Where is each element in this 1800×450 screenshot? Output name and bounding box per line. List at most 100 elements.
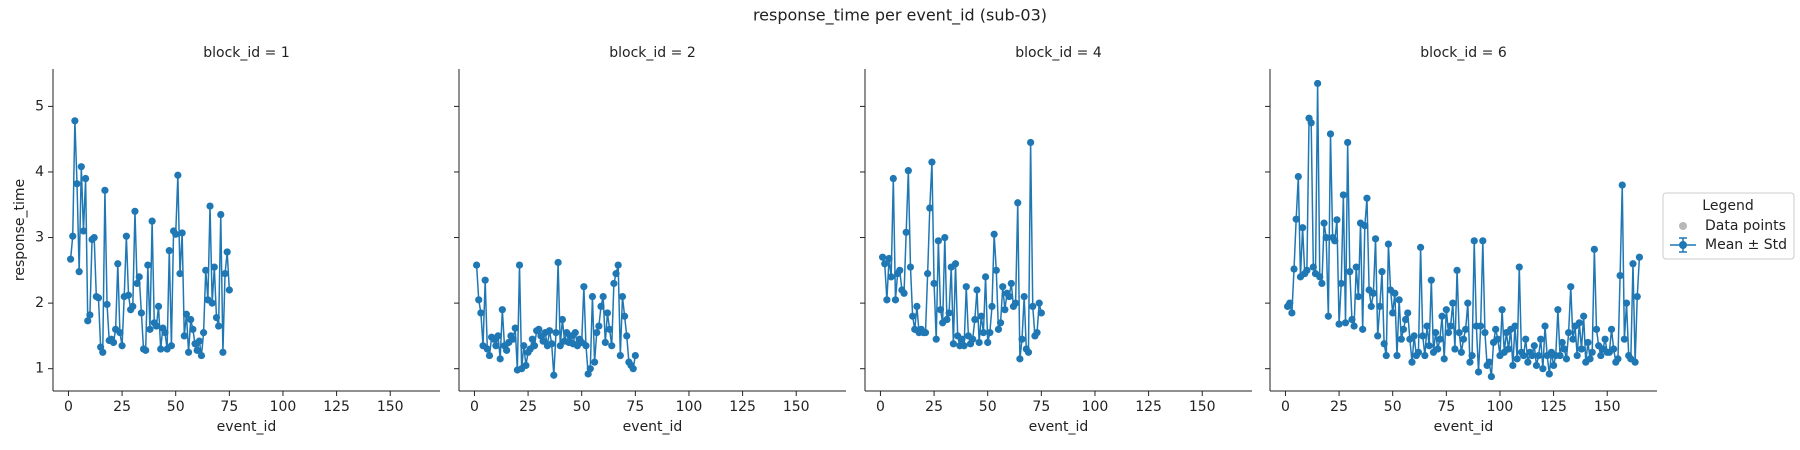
data-point	[1601, 335, 1609, 343]
data-point	[1290, 265, 1298, 273]
data-point	[1035, 299, 1043, 307]
x-tick-label: 125	[729, 399, 756, 415]
data-point	[612, 270, 620, 278]
data-point	[904, 167, 912, 175]
data-point	[1485, 358, 1493, 366]
data-point	[1314, 79, 1322, 88]
data-point	[197, 351, 206, 360]
data-point	[1567, 283, 1575, 291]
data-point	[930, 279, 938, 288]
x-tick-label: 50	[979, 399, 997, 415]
data-point	[99, 348, 107, 356]
x-tick-label: 150	[377, 399, 404, 415]
panel-title: block_id = 1	[203, 45, 289, 61]
data-point	[1629, 260, 1637, 268]
data-point	[1391, 289, 1399, 297]
data-point	[174, 171, 182, 179]
data-point	[182, 310, 191, 318]
data-point	[511, 324, 519, 332]
data-point	[1307, 119, 1315, 127]
data-point	[1421, 351, 1429, 360]
data-point	[1438, 312, 1446, 320]
data-point	[515, 261, 524, 269]
data-point	[599, 292, 607, 301]
data-point	[1494, 335, 1502, 343]
x-tick-label: 150	[1594, 399, 1621, 415]
data-point	[608, 342, 616, 350]
data-point	[1569, 335, 1577, 343]
data-point	[129, 302, 137, 311]
data-point	[154, 302, 163, 311]
data-point	[1556, 351, 1564, 360]
data-point	[1474, 368, 1483, 376]
x-axis-label: event_id	[217, 419, 277, 435]
y-tick-label: 1	[35, 361, 44, 377]
data-point	[90, 233, 98, 242]
data-point	[1333, 216, 1341, 224]
data-point	[1513, 355, 1521, 363]
legend-label: Mean ± Std	[1705, 237, 1787, 253]
data-point	[558, 315, 567, 324]
data-point	[483, 345, 491, 353]
data-point	[152, 322, 161, 330]
data-point	[1618, 181, 1626, 189]
data-point	[1018, 335, 1026, 343]
data-point	[1534, 351, 1543, 360]
data-point	[94, 294, 103, 302]
data-point	[545, 327, 554, 335]
data-point	[485, 351, 494, 360]
data-point	[928, 158, 936, 166]
y-tick-label: 5	[35, 98, 44, 114]
data-point	[1451, 345, 1459, 353]
x-tick-label: 150	[1189, 399, 1216, 415]
data-point	[215, 322, 223, 330]
data-point	[1522, 335, 1530, 343]
data-point	[623, 332, 631, 340]
data-point	[601, 338, 609, 347]
data-point	[146, 325, 154, 333]
data-point	[1397, 335, 1405, 343]
data-point	[1395, 296, 1403, 304]
data-point	[1007, 279, 1015, 288]
data-point	[161, 329, 169, 337]
data-point	[1354, 292, 1362, 301]
data-point	[212, 313, 221, 322]
data-point	[618, 292, 627, 301]
data-point	[1462, 325, 1470, 333]
x-tick-label: 0	[876, 399, 885, 415]
x-tick-label: 100	[676, 399, 703, 415]
data-point	[1378, 268, 1386, 276]
data-point	[1348, 315, 1356, 324]
data-point	[1363, 194, 1371, 202]
data-point	[157, 345, 165, 353]
data-point	[1633, 292, 1641, 301]
data-point	[891, 296, 900, 304]
data-point	[172, 230, 180, 238]
data-point	[1367, 302, 1375, 311]
data-point	[1316, 273, 1324, 281]
data-point	[223, 248, 231, 256]
data-point	[1033, 329, 1041, 337]
data-point	[556, 342, 564, 350]
panel-title: block_id = 6	[1420, 45, 1507, 61]
data-point	[1464, 299, 1472, 307]
data-point	[586, 365, 594, 373]
data-point	[1498, 306, 1506, 314]
data-point	[926, 204, 934, 212]
x-axis-label: event_id	[623, 419, 683, 435]
data-point	[477, 309, 485, 317]
data-point	[189, 325, 197, 333]
data-point	[1577, 345, 1586, 353]
data-point	[535, 325, 543, 333]
data-point	[1509, 361, 1517, 370]
data-point	[958, 335, 966, 343]
data-point	[1537, 335, 1545, 343]
data-point	[86, 311, 94, 319]
x-tick-label: 50	[167, 399, 185, 415]
data-point	[1607, 325, 1616, 333]
data-point	[1350, 322, 1358, 330]
data-point	[986, 329, 994, 337]
x-axis-label: event_id	[1029, 419, 1089, 435]
data-point	[1440, 355, 1448, 363]
data-point	[1419, 332, 1427, 340]
